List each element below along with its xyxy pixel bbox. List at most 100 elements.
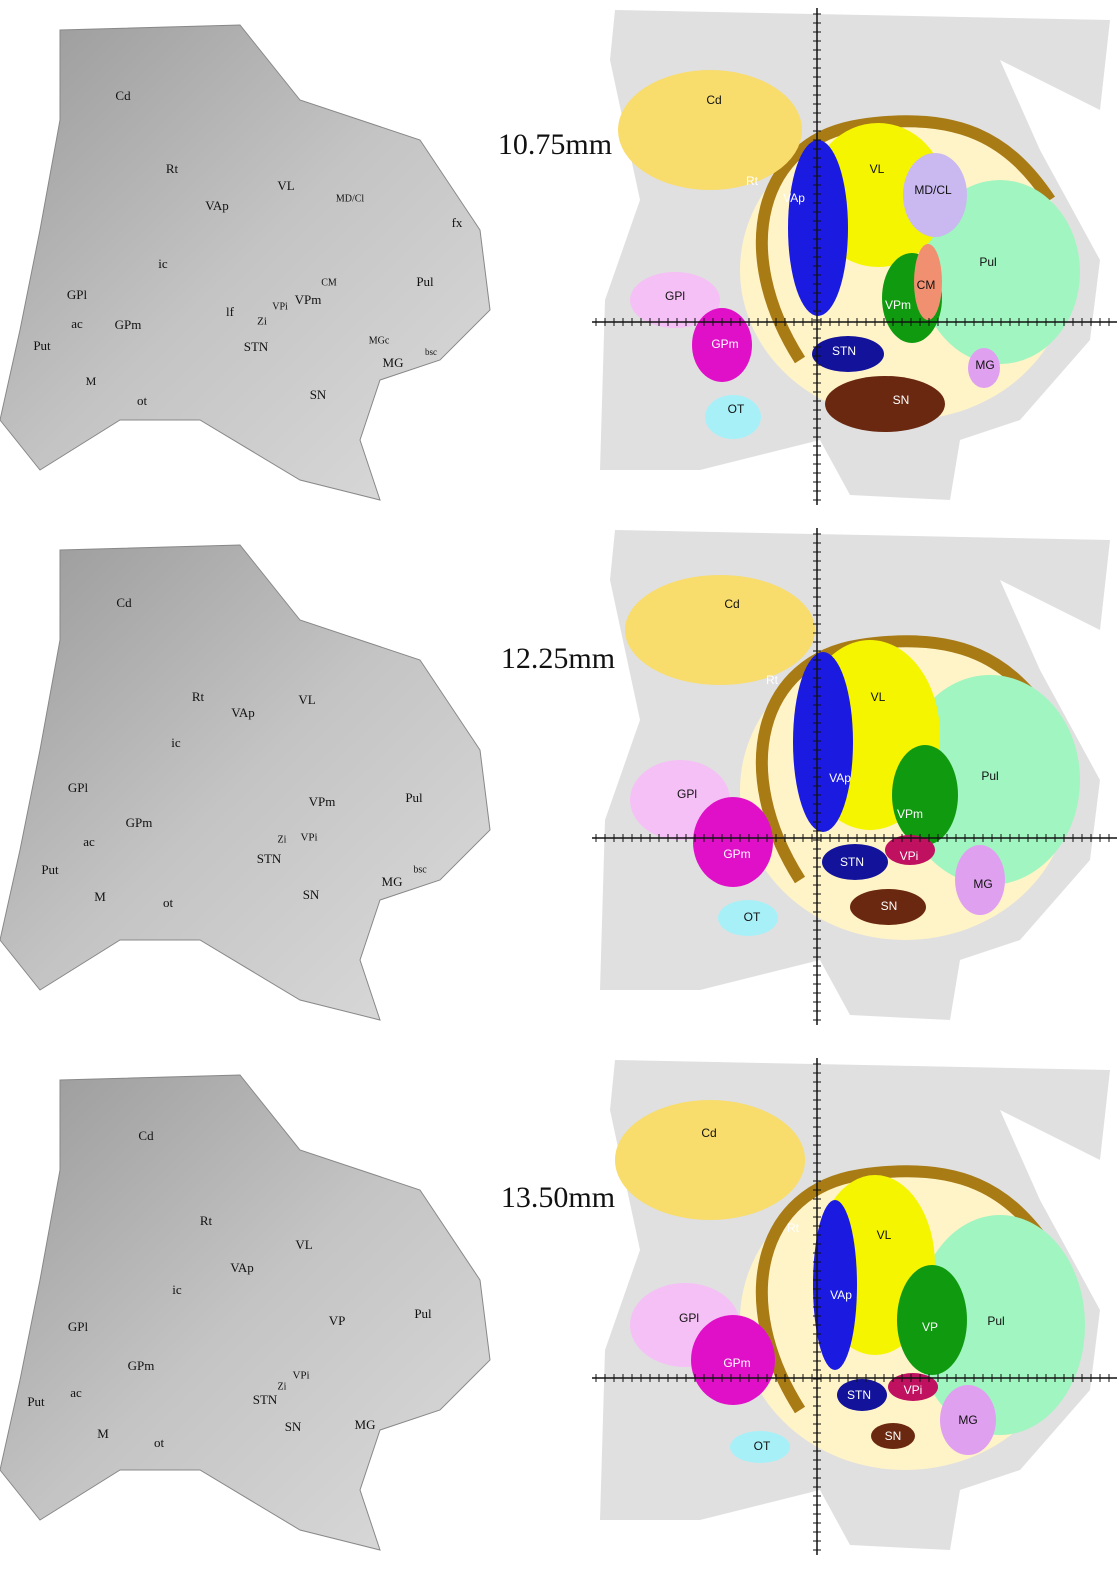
atlas-region — [825, 376, 945, 432]
histology-label: Zi — [278, 834, 287, 845]
atlas-label: VP — [922, 1320, 938, 1334]
histology-label: Zi — [278, 1381, 287, 1392]
histology-label: VPi — [300, 832, 317, 844]
atlas-region — [903, 153, 967, 237]
atlas-region — [813, 1200, 857, 1370]
histology-label: MGc — [369, 335, 390, 346]
atlas-region — [892, 745, 958, 845]
histology-label: Put — [33, 338, 51, 353]
atlas-region — [730, 1431, 790, 1463]
atlas-label: VPi — [900, 849, 919, 863]
atlas-label: VL — [877, 1228, 892, 1242]
atlas-region — [915, 1215, 1085, 1435]
atlas-label: SN — [885, 1429, 902, 1443]
atlas-region — [871, 1423, 915, 1449]
atlas-region — [788, 140, 848, 316]
histology-label: VL — [277, 178, 294, 193]
atlas-region — [888, 1373, 938, 1401]
atlas-region — [630, 272, 720, 328]
atlas-label: VAp — [783, 191, 805, 205]
atlas-label: VL — [870, 162, 885, 176]
histology-label: GPm — [126, 815, 153, 830]
histology-label: MG — [355, 1417, 376, 1432]
atlas-label: CM — [917, 278, 936, 292]
histology-label: VPi — [272, 301, 288, 312]
reticular-strip — [755, 1165, 1055, 1414]
atlas-label: Rt — [766, 673, 779, 687]
histology-label: M — [97, 1426, 109, 1441]
histology-label: MG — [383, 355, 404, 370]
atlas-region — [897, 1265, 967, 1375]
histology-label: ot — [137, 393, 148, 408]
atlas-label: Cd — [706, 93, 721, 107]
atlas-label: Pul — [987, 1314, 1004, 1328]
atlas-label: MG — [958, 1413, 977, 1427]
atlas-label: OT — [728, 402, 745, 416]
atlas-region — [615, 1100, 805, 1220]
atlas-label: Cd — [701, 1126, 716, 1140]
atlas-region — [914, 244, 942, 320]
atlas-label: GPl — [677, 787, 697, 801]
histology-label: MG — [382, 874, 403, 889]
histology-label: Rt — [166, 161, 179, 176]
atlas-label: OT — [754, 1439, 771, 1453]
atlas-label: MG — [975, 358, 994, 372]
histology-label: bsc — [413, 864, 427, 875]
histology-label: GPl — [67, 287, 88, 302]
histology-label: VL — [295, 1237, 312, 1252]
atlas-label: VAp — [830, 1288, 852, 1302]
histology-label: SN — [310, 387, 327, 402]
atlas-label: GPm — [723, 1356, 750, 1370]
atlas-label: GPl — [665, 289, 685, 303]
atlas-label: STN — [832, 344, 856, 358]
atlas-label: VAp — [829, 771, 851, 785]
atlas-region — [693, 797, 773, 887]
atlas-label: VL — [871, 690, 886, 704]
histology-label: SN — [285, 1419, 302, 1434]
atlas-label: Pul — [979, 255, 996, 269]
atlas-label: VPm — [885, 298, 911, 312]
histology-label: ac — [71, 316, 83, 331]
histology-label: Cd — [138, 1128, 154, 1143]
histology-label: Pul — [405, 790, 423, 805]
histology-label: VP — [329, 1313, 346, 1328]
atlas-label: STN — [840, 855, 864, 869]
atlas-label: SN — [881, 899, 898, 913]
histology-label: VAp — [205, 198, 229, 213]
depth-label: 12.25mm — [501, 642, 615, 675]
histology-label: ic — [158, 256, 168, 271]
histology-label: lf — [226, 304, 235, 319]
atlas-region — [940, 1385, 996, 1455]
histology-label: VAp — [230, 1260, 254, 1275]
atlas-region — [705, 395, 761, 439]
depth-label: 13.50mm — [501, 1181, 615, 1214]
atlas-label: Rt — [787, 1221, 800, 1235]
atlas-label: GPl — [679, 1311, 699, 1325]
atlas-region — [618, 70, 802, 190]
histology-label: ic — [171, 735, 181, 750]
histology-label: VL — [298, 692, 315, 707]
histology-label: Put — [27, 1394, 45, 1409]
atlas-region — [692, 308, 752, 382]
histology-label: CM — [321, 277, 337, 288]
atlas-label: SN — [893, 393, 910, 407]
histology-label: Pul — [414, 1306, 432, 1321]
histology-section — [0, 24, 491, 501]
histology-label: bsc — [425, 347, 437, 357]
histology-label: GPl — [68, 780, 89, 795]
histology-label: STN — [257, 851, 282, 866]
atlas-region — [955, 845, 1005, 915]
histology-label: SN — [303, 887, 320, 902]
atlas-region — [920, 180, 1080, 364]
histology-label: STN — [244, 339, 269, 354]
histology-label: Pul — [416, 274, 434, 289]
histology-label: Cd — [115, 88, 131, 103]
histology-label: Rt — [192, 689, 205, 704]
atlas-label: Pul — [981, 769, 998, 783]
atlas-region — [885, 835, 935, 865]
atlas-region — [850, 889, 926, 925]
atlas-label: STN — [847, 1388, 871, 1402]
histology-label: MD/Cl — [336, 193, 365, 204]
atlas-label: MD/CL — [914, 183, 952, 197]
atlas-region — [793, 652, 853, 832]
